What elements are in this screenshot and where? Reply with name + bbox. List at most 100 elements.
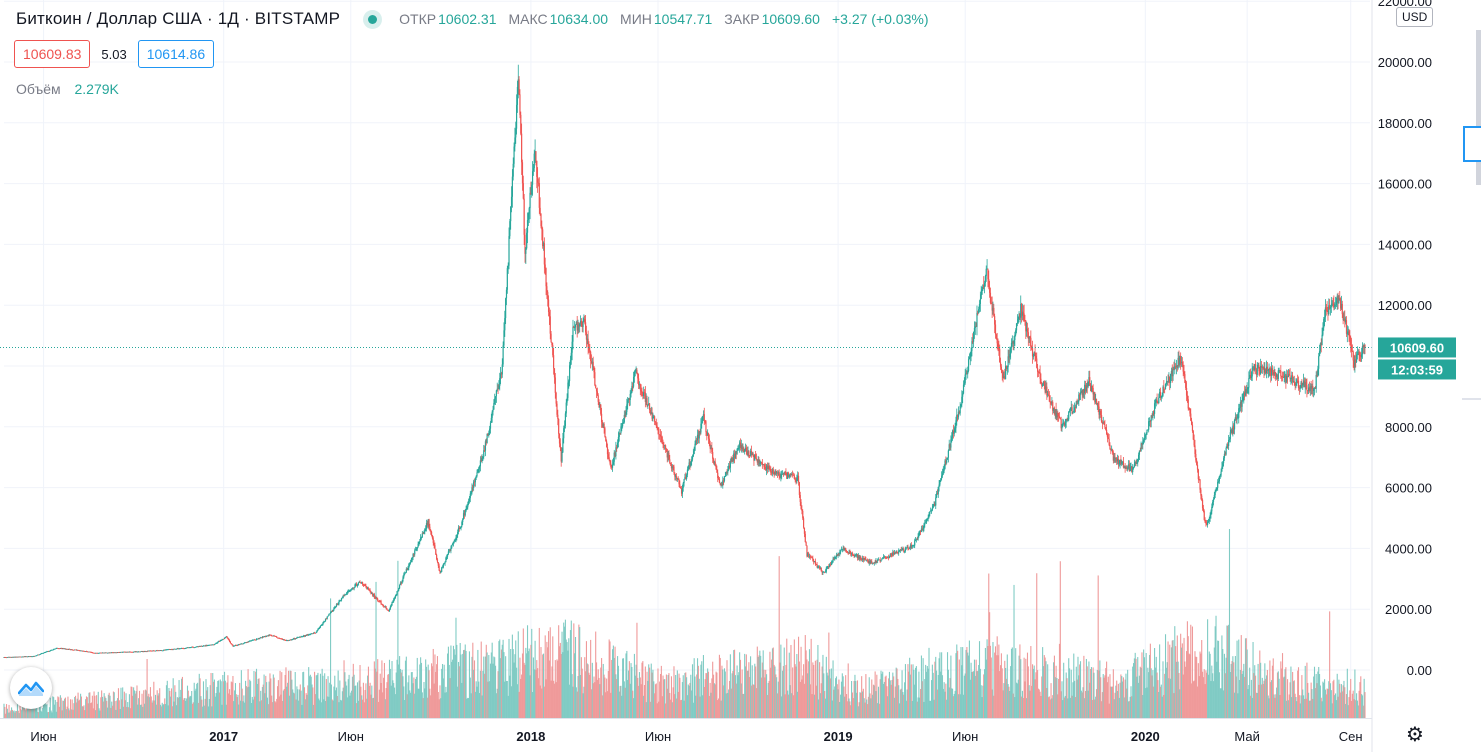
tradingview-logo-icon[interactable] (10, 667, 52, 709)
candle-body (729, 460, 731, 468)
candlesticks (3, 64, 1366, 659)
candle-body (266, 635, 269, 637)
volume-bar (553, 683, 556, 718)
candle-body (218, 641, 221, 642)
volume-bar (696, 674, 698, 718)
candle-body (292, 638, 295, 640)
candle-body (600, 404, 602, 414)
volume-bar (1236, 640, 1238, 718)
gear-icon[interactable]: ⚙ (1406, 724, 1424, 746)
candle-body (1291, 375, 1293, 378)
candle-body (406, 568, 408, 570)
candle-body (1140, 443, 1142, 452)
volume-bar (396, 659, 398, 718)
candle-body (1280, 370, 1282, 377)
candle-body (78, 649, 80, 651)
volume-bar (1069, 668, 1071, 718)
candle-body (281, 638, 283, 640)
candle-body (416, 547, 418, 550)
symbol-title[interactable]: Биткоин / Доллар США · 1Д · BITSTAMP (16, 9, 341, 28)
volume-bar (19, 703, 21, 718)
volume-bar (1213, 647, 1215, 718)
volume-bar (944, 691, 946, 718)
candle-body (228, 639, 231, 642)
candle-body (848, 551, 850, 553)
candle-body (410, 559, 412, 563)
candle-body (632, 376, 635, 387)
volume-bar (244, 702, 246, 718)
candle-body (751, 453, 753, 456)
volume-bar (538, 627, 540, 718)
candle-body (951, 436, 953, 440)
volume-bar (876, 674, 878, 718)
candle-body (1080, 391, 1082, 393)
candle-body (1144, 435, 1146, 438)
candle-body (1079, 392, 1082, 395)
candle-body (1215, 489, 1217, 492)
volume-bar (1096, 669, 1098, 718)
candle-body (387, 609, 389, 611)
volume-bar (37, 712, 40, 718)
volume-bar (684, 672, 686, 718)
currency-button[interactable]: USD (1396, 7, 1434, 27)
volume-bar (1031, 685, 1033, 718)
candle-body (517, 79, 519, 87)
volume-bar (1250, 679, 1252, 718)
volume-bar (904, 682, 906, 718)
candle-body (999, 362, 1002, 367)
volume-bar (619, 686, 621, 718)
candle-body (1081, 391, 1083, 396)
volume-bar (352, 663, 354, 718)
candle-body (1073, 410, 1075, 413)
volume-bar (88, 692, 90, 718)
volume-bar (456, 644, 458, 718)
candle-body (1295, 384, 1297, 386)
volume-bar (806, 659, 808, 718)
volume-bar (736, 665, 738, 718)
candle-body (734, 451, 737, 459)
volume-bar (551, 666, 553, 718)
volume-bar (213, 681, 215, 718)
volume-bar (539, 685, 541, 718)
candle-body (393, 598, 396, 600)
volume-bar (1206, 672, 1208, 718)
scrollbar[interactable] (1476, 30, 1481, 185)
candle-body (605, 437, 607, 442)
volume-bar (18, 713, 20, 718)
volume-bar (1030, 646, 1032, 718)
side-panel-toggle[interactable] (1463, 126, 1481, 162)
candle-body (302, 636, 304, 638)
candle-body (495, 390, 497, 397)
sell-button[interactable]: 10609.83 (14, 40, 91, 68)
volume-bar (1148, 654, 1151, 718)
candle-body (753, 455, 755, 461)
volume-bar (1202, 671, 1204, 718)
volume-bar (327, 676, 329, 718)
candle-body (404, 573, 406, 575)
candle-body (672, 466, 674, 468)
volume-bar (191, 703, 194, 718)
candle-body (1155, 399, 1157, 401)
volume-bar (1048, 696, 1050, 718)
candle-body (89, 651, 91, 653)
volume-bar (610, 692, 612, 718)
candle-body (466, 507, 468, 509)
candle-body (375, 597, 377, 599)
candle-body (1074, 407, 1076, 411)
volume-bar (363, 702, 365, 718)
candle-body (952, 430, 955, 434)
candle-body (1166, 381, 1168, 383)
candle-body (356, 583, 358, 586)
candle-body (235, 645, 237, 647)
volume-bar (653, 681, 655, 718)
volume-bar (520, 678, 522, 718)
candle-body (1071, 407, 1073, 414)
volume-bar (229, 689, 231, 718)
volume-bar (898, 685, 900, 718)
candle-body (721, 484, 723, 486)
candle-body (656, 425, 658, 429)
candle-body (1351, 351, 1353, 352)
candle-body (556, 403, 558, 415)
buy-button[interactable]: 10614.86 (137, 40, 215, 68)
